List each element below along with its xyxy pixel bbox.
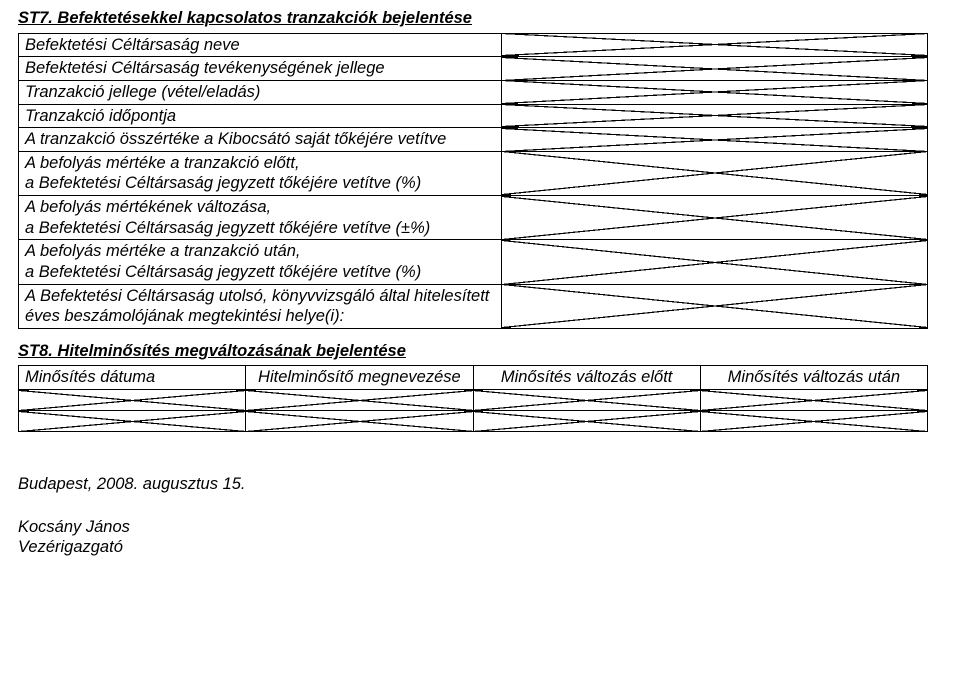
row-empty — [502, 33, 928, 57]
row-empty — [246, 411, 473, 432]
col-header: Minősítés változás után — [700, 366, 927, 390]
table-row: Befektetési Céltársaság tevékenységének … — [19, 57, 928, 81]
row-label: A tranzakció összértéke a Kibocsátó sajá… — [19, 128, 502, 152]
table-header-row: Minősítés dátuma Hitelminősítő megnevezé… — [19, 366, 928, 390]
row-empty — [502, 57, 928, 81]
table-row: Tranzakció időpontja — [19, 104, 928, 128]
row-empty — [473, 411, 700, 432]
row-label: A befolyás mértékének változása,a Befekt… — [19, 196, 502, 240]
table-row — [19, 390, 928, 411]
row-empty — [19, 411, 246, 432]
st7-table: Befektetési Céltársaság neve Befektetési… — [18, 33, 928, 329]
footer-place-date: Budapest, 2008. augusztus 15. — [18, 474, 942, 495]
row-label: A befolyás mértéke a tranzakció után,a B… — [19, 240, 502, 284]
st8-title: ST8. Hitelminősítés megváltozásának beje… — [18, 341, 942, 362]
col-header: Minősítés változás előtt — [473, 366, 700, 390]
table-row: Befektetési Céltársaság neve — [19, 33, 928, 57]
row-empty — [502, 128, 928, 152]
row-label: Befektetési Céltársaság tevékenységének … — [19, 57, 502, 81]
row-empty — [502, 196, 928, 240]
row-label: Tranzakció időpontja — [19, 104, 502, 128]
table-row: A befolyás mértéke a tranzakció után,a B… — [19, 240, 928, 284]
row-empty — [502, 104, 928, 128]
table-row: A befolyás mértéke a tranzakció előtt,a … — [19, 151, 928, 195]
st8-table: Minősítés dátuma Hitelminősítő megnevezé… — [18, 365, 928, 432]
row-empty — [700, 390, 927, 411]
table-row: A befolyás mértékének változása,a Befekt… — [19, 196, 928, 240]
col-header: Minősítés dátuma — [19, 366, 246, 390]
st7-title: ST7. Befektetésekkel kapcsolatos tranzak… — [18, 8, 942, 29]
row-empty — [700, 411, 927, 432]
table-row: A Befektetési Céltársaság utolsó, könyvv… — [19, 284, 928, 328]
row-empty — [502, 240, 928, 284]
row-label: Befektetési Céltársaság neve — [19, 33, 502, 57]
row-label: Tranzakció jellege (vétel/eladás) — [19, 80, 502, 104]
table-row: A tranzakció összértéke a Kibocsátó sajá… — [19, 128, 928, 152]
col-header: Hitelminősítő megnevezése — [246, 366, 473, 390]
footer-name: Kocsány János — [18, 517, 942, 538]
row-empty — [473, 390, 700, 411]
table-row: Tranzakció jellege (vétel/eladás) — [19, 80, 928, 104]
row-label: A Befektetési Céltársaság utolsó, könyvv… — [19, 284, 502, 328]
table-row — [19, 411, 928, 432]
row-label: A befolyás mértéke a tranzakció előtt,a … — [19, 151, 502, 195]
row-empty — [502, 151, 928, 195]
row-empty — [502, 284, 928, 328]
row-empty — [19, 390, 246, 411]
row-empty — [246, 390, 473, 411]
row-empty — [502, 80, 928, 104]
footer-title-role: Vezérigazgató — [18, 537, 942, 558]
